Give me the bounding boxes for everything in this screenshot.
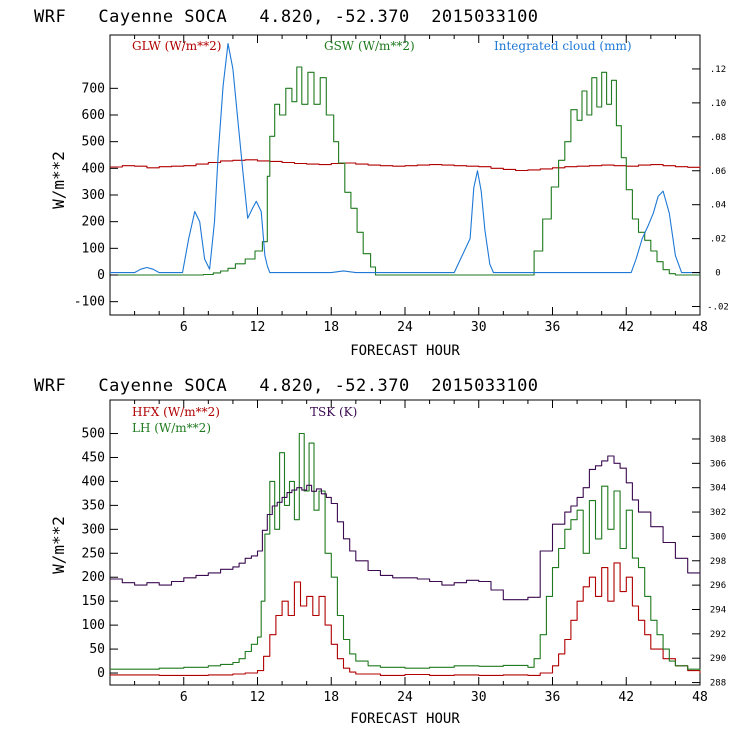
x-tick-label: 42 xyxy=(618,320,634,335)
y-tick-label: 700 xyxy=(82,81,105,96)
chart-1-y-axis-label: W/m**2 xyxy=(49,151,68,209)
y2-tick-label: 298 xyxy=(710,557,726,567)
y-tick-label: 300 xyxy=(82,188,105,203)
y2-tick-label: .02 xyxy=(710,235,726,245)
y-tick-label: 200 xyxy=(82,570,105,585)
y-tick-label: 250 xyxy=(82,546,105,561)
y2-tick-label: .10 xyxy=(710,99,726,109)
series-line-glw xyxy=(110,159,701,172)
y2-tick-label: 304 xyxy=(710,484,726,494)
y2-tick-label: 296 xyxy=(710,581,726,591)
y-tick-label: 350 xyxy=(82,498,105,513)
y-tick-label: 0 xyxy=(97,666,105,681)
x-tick-label: 18 xyxy=(323,320,339,335)
chart-1-legend-cloud: Integrated cloud (mm) xyxy=(494,39,632,53)
chart-2-title: WRF Cayenne SOCA 4.820, -52.370 20150331… xyxy=(34,376,539,396)
x-tick-label: 48 xyxy=(692,690,708,705)
x-tick-label: 12 xyxy=(250,690,266,705)
x-tick-label: 36 xyxy=(545,320,561,335)
chart-2-legend-lh: LH (W/m**2) xyxy=(132,421,211,435)
y-tick-label: 400 xyxy=(82,474,105,489)
y-tick-label: 300 xyxy=(82,522,105,537)
x-tick-label: 6 xyxy=(180,690,188,705)
series-line-integrated xyxy=(110,42,700,274)
y-tick-label: 500 xyxy=(82,427,105,442)
y-tick-label: 450 xyxy=(82,450,105,465)
y2-tick-label: .06 xyxy=(710,167,726,177)
y2-tick-label: 306 xyxy=(710,459,726,469)
chart-1-title: WRF Cayenne SOCA 4.820, -52.370 20150331… xyxy=(34,7,539,27)
chart-1-legend-gsw: GSW (W/m**2) xyxy=(324,39,415,53)
y-tick-label: 400 xyxy=(82,161,105,176)
chart-2-y-axis-label: W/m**2 xyxy=(49,516,68,574)
series-line-tsk xyxy=(110,455,701,601)
series-line-lh xyxy=(110,432,701,671)
chart-panel-2: WRF Cayenne SOCA 4.820, -52.370 20150331… xyxy=(34,376,726,727)
y2-tick-label: .12 xyxy=(710,65,726,75)
y-tick-label: -100 xyxy=(74,295,105,310)
series-line-gsw xyxy=(110,66,700,276)
y2-tick-label: .08 xyxy=(710,133,726,143)
y2-tick-label: 302 xyxy=(710,508,726,518)
series-line-hfx xyxy=(110,562,701,676)
x-tick-label: 24 xyxy=(397,690,413,705)
y-tick-label: 0 xyxy=(97,268,105,283)
y2-tick-label: 292 xyxy=(710,630,726,640)
y-tick-label: 100 xyxy=(82,241,105,256)
y2-tick-label: 288 xyxy=(710,679,726,689)
x-tick-label: 36 xyxy=(545,690,561,705)
y2-tick-label: 290 xyxy=(710,654,726,664)
x-tick-label: 42 xyxy=(618,690,634,705)
y-tick-label: 100 xyxy=(82,618,105,633)
x-tick-label: 12 xyxy=(250,320,266,335)
x-tick-label: 48 xyxy=(692,320,708,335)
chart-1-legend-glw: GLW (W/m**2) xyxy=(132,39,221,53)
y2-tick-label: 308 xyxy=(710,435,726,445)
chart-2-legend-tsk: TSK (K) xyxy=(310,405,357,419)
chart-2-legend-hfx: HFX (W/m**2) xyxy=(132,405,220,419)
chart-2-plot-frame xyxy=(109,399,701,686)
y2-tick-label: .04 xyxy=(710,201,726,211)
x-tick-label: 30 xyxy=(471,320,487,335)
y2-tick-label: 300 xyxy=(710,532,726,542)
y2-tick-label: 0 xyxy=(715,269,720,279)
y-tick-label: 150 xyxy=(82,594,105,609)
chart-2-x-axis-label: FORECAST HOUR xyxy=(350,711,460,727)
y2-tick-label: -.02 xyxy=(707,303,729,313)
x-tick-label: 24 xyxy=(397,320,413,335)
chart-panel-1: WRF Cayenne SOCA 4.820, -52.370 20150331… xyxy=(34,7,729,359)
y2-tick-label: 294 xyxy=(710,605,726,615)
x-tick-label: 6 xyxy=(180,320,188,335)
y-tick-label: 50 xyxy=(89,642,105,657)
y-tick-label: 200 xyxy=(82,215,105,230)
x-tick-label: 18 xyxy=(323,690,339,705)
x-tick-label: 30 xyxy=(471,690,487,705)
y-tick-label: 500 xyxy=(82,135,105,150)
y-tick-label: 600 xyxy=(82,108,105,123)
chart-1-x-axis-label: FORECAST HOUR xyxy=(350,343,460,359)
